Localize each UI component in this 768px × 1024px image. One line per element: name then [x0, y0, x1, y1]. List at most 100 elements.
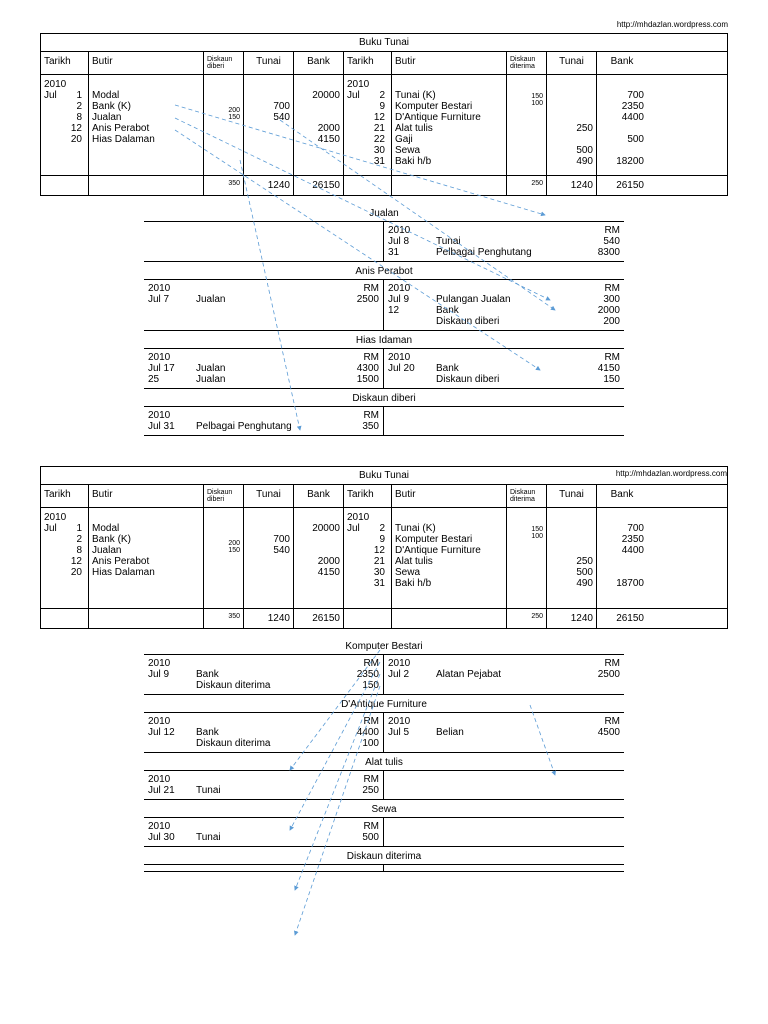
ledger-body: 2010RMJul 12 Bank4400 Diskaun diterima10… — [144, 713, 624, 753]
ledger-row: Jul 17Jualan4300 — [148, 363, 379, 374]
table-header-row: TarikhButirDiskaun diberiTunaiBankTarikh… — [41, 52, 727, 75]
header-cell: Tunai — [244, 52, 294, 74]
ledger-account: Diskaun diberi2010RMJul 31Pelbagai Pengh… — [144, 391, 624, 436]
ledger-title: Hias Idaman — [144, 333, 624, 349]
table-header-row: TarikhButirDiskaun diberiTunaiBankTarikh… — [41, 485, 727, 508]
header-cell: Diskaun diterima — [507, 485, 547, 507]
date-col: 2010Jul1281220 — [41, 75, 89, 175]
ledger-title: Anis Perabot — [144, 264, 624, 280]
ledger-row: Jul 2 Alatan Pejabat2500 — [388, 669, 620, 680]
header-cell: Tarikh — [344, 485, 392, 507]
desc-col: Tunai (K)Komputer BestariD'Antique Furni… — [392, 508, 507, 608]
ledger-left — [144, 865, 384, 871]
ledger-right: 2010RMJul 2 Alatan Pejabat2500 — [384, 655, 624, 694]
ledger-row: Jul 8Tunai540 — [388, 236, 620, 247]
ledger-left: 2010RMJul 9 Bank2350 Diskaun diterima150 — [144, 655, 384, 694]
ledger-body — [144, 865, 624, 872]
ledger-account: Jualan2010RMJul 8Tunai540 31Pelbagai Pen… — [144, 206, 624, 262]
cash-col: 250 500490 — [547, 75, 597, 175]
header-cell: Diskaun diterima — [507, 52, 547, 74]
header-cell: Tarikh — [344, 52, 392, 74]
header-cell: Bank — [597, 485, 647, 507]
discount-col: 200150 — [204, 75, 244, 175]
bank-col: 20000 20004150 — [294, 75, 344, 175]
header-cell: Butir — [392, 485, 507, 507]
ledger-right — [384, 407, 624, 435]
total-cell: 250 — [507, 609, 547, 628]
ledger-left: 2010RMJul 30 Tunai500 — [144, 818, 384, 846]
header-cell: Diskaun diberi — [204, 485, 244, 507]
ledger-body: 2010RMJul 9 Bank2350 Diskaun diterima150… — [144, 655, 624, 695]
ledger-row: Jul 21 Tunai250 — [148, 785, 379, 796]
date-col: 2010Jul291221223031 — [344, 75, 392, 175]
discount-col: 150100 — [507, 75, 547, 175]
ledger-right — [384, 771, 624, 799]
ledger-body: 2010RMJul 7 Jualan25002010RMJul 9Pulanga… — [144, 280, 624, 331]
header-cell: Tunai — [547, 485, 597, 507]
ledger-left: 2010RMJul 17Jualan4300 25Jualan1500 — [144, 349, 384, 388]
desc-col: Tunai (K)Komputer BestariD'Antique Furni… — [392, 75, 507, 175]
header-cell: Tunai — [547, 52, 597, 74]
header-cell: Tarikh — [41, 485, 89, 507]
total-cell: 350 — [204, 609, 244, 628]
ledger-left: 2010RMJul 31Pelbagai Penghutang350 — [144, 407, 384, 435]
ledger-row: Diskaun diberi150 — [388, 374, 620, 385]
ledgers-group-2: Komputer Bestari2010RMJul 9 Bank2350 Dis… — [40, 639, 728, 872]
table-body: 2010Jul1281220ModalBank (K)JualanAnis Pe… — [41, 508, 727, 609]
ledger-left — [144, 222, 384, 261]
total-cell: 350 — [204, 176, 244, 195]
header-cell: Butir — [89, 485, 204, 507]
cash-col: 700540 — [244, 508, 294, 608]
cash-col: 250500490 — [547, 508, 597, 608]
ledger-row: 12Bank2000 — [388, 305, 620, 316]
total-cell: 26150 — [294, 609, 344, 628]
ledger-left: 2010RMJul 21 Tunai250 — [144, 771, 384, 799]
total-cell: 26150 — [294, 176, 344, 195]
bank-col: 70023504400 18700 — [597, 508, 647, 608]
ledger-row: Jul 5 Belian4500 — [388, 727, 620, 738]
total-cell: 1240 — [244, 609, 294, 628]
header-cell: Bank — [597, 52, 647, 74]
ledger-title: Diskaun diberi — [144, 391, 624, 407]
total-cell: 26150 — [597, 609, 647, 628]
ledger-account: Anis Perabot2010RMJul 7 Jualan25002010RM… — [144, 264, 624, 331]
total-cell: 26150 — [597, 176, 647, 195]
ledger-account: Komputer Bestari2010RMJul 9 Bank2350 Dis… — [144, 639, 624, 695]
ledger-row: Diskaun diterima150 — [148, 680, 379, 691]
cash-col: 700540 — [244, 75, 294, 175]
bank-col: 70023504400 500 18200 — [597, 75, 647, 175]
ledger-right: 2010RMJul 20 Bank4150 Diskaun diberi150 — [384, 349, 624, 388]
buku-tunai-table-1: Buku TunaiTarikhButirDiskaun diberiTunai… — [40, 33, 728, 196]
discount-col: 200150 — [204, 508, 244, 608]
discount-col: 150100 — [507, 508, 547, 608]
date-col: 2010Jul2912213031 — [344, 508, 392, 608]
ledger-title: Komputer Bestari — [144, 639, 624, 655]
ledger-title: Sewa — [144, 802, 624, 818]
ledger-body: 2010RMJul 8Tunai540 31Pelbagai Penghutan… — [144, 222, 624, 262]
totals-row: 350124026150250124026150 — [41, 609, 727, 628]
ledger-account: Diskaun diterima — [144, 849, 624, 872]
header-cell: Diskaun diberi — [204, 52, 244, 74]
ledger-account: Alat tulis2010RMJul 21 Tunai250 — [144, 755, 624, 800]
source-url-2: http://mhdazlan.wordpress.com — [616, 469, 727, 478]
ledger-row: Jul 30 Tunai500 — [148, 832, 379, 843]
ledger-row: Jul 9Pulangan Jualan300 — [388, 294, 620, 305]
header-cell: Tunai — [244, 485, 294, 507]
ledger-body: 2010RMJul 31Pelbagai Penghutang350 — [144, 407, 624, 436]
header-cell: Bank — [294, 485, 344, 507]
ledger-right: 2010RMJul 8Tunai540 31Pelbagai Penghutan… — [384, 222, 624, 261]
header-cell: Tarikh — [41, 52, 89, 74]
ledger-row: Diskaun diterima100 — [148, 738, 379, 749]
ledger-title: D'Antique Furniture — [144, 697, 624, 713]
ledger-right — [384, 818, 624, 846]
header-cell: Butir — [392, 52, 507, 74]
ledger-left: 2010RMJul 12 Bank4400 Diskaun diterima10… — [144, 713, 384, 752]
ledger-row: Diskaun diberi200 — [388, 316, 620, 327]
bank-col: 20000 20004150 — [294, 508, 344, 608]
ledger-row: Jul 7 Jualan2500 — [148, 294, 379, 305]
ledger-title: Jualan — [144, 206, 624, 222]
table-title: Buku Tunai — [41, 34, 727, 52]
ledgers-group-1: Jualan2010RMJul 8Tunai540 31Pelbagai Pen… — [40, 206, 728, 436]
source-url: http://mhdazlan.wordpress.com — [40, 20, 728, 29]
desc-col: ModalBank (K)JualanAnis PerabotHias Dala… — [89, 508, 204, 608]
